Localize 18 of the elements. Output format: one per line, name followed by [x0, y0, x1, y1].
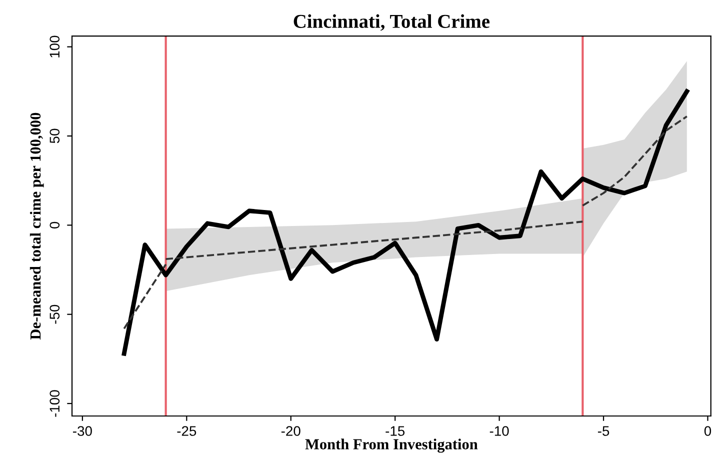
x-tick-label: -20	[281, 426, 300, 436]
line-series	[164, 220, 584, 260]
line-series	[582, 115, 688, 207]
y-axis-title: De-meaned total crime per 100,000	[30, 112, 44, 340]
x-axis-title: Month From Investigation	[305, 438, 478, 453]
x-tick-label: -15	[386, 426, 405, 436]
y-tick-label: 50	[50, 128, 60, 144]
y-tick-label: 0	[50, 222, 60, 228]
x-tick-label: -10	[490, 426, 509, 436]
y-tick-label: 100	[50, 36, 60, 58]
y-tick-label: -100	[50, 390, 60, 417]
x-tick-label: -30	[73, 426, 92, 436]
x-tick-label: -25	[177, 426, 196, 436]
x-tick-label: -5	[598, 426, 610, 436]
line-series	[122, 89, 690, 356]
chart-title: Cincinnati, Total Crime	[294, 14, 490, 31]
y-tick-label: -50	[50, 304, 60, 324]
x-tick-label: 0	[704, 426, 712, 436]
